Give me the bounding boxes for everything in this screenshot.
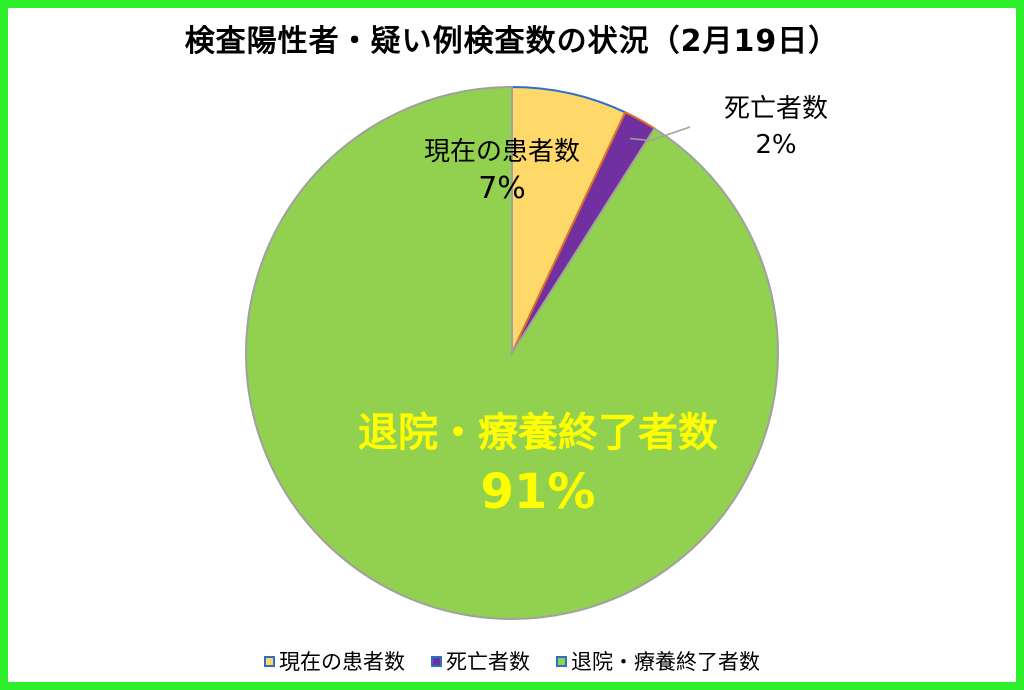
legend-label-deaths: 死亡者数 [446, 650, 530, 674]
legend-swatch-deaths [431, 655, 442, 667]
data-label-deaths: 死亡者数 2% [724, 94, 828, 160]
chart-title: 検査陽性者・疑い例検査数の状況（2月19日） [184, 24, 840, 59]
leader-line-deaths [629, 126, 691, 142]
pie-labels: 現在の患者数 7% 死亡者数 2% 退院・療養終了者数 91% [358, 94, 828, 520]
legend-swatch-current-patients [264, 655, 275, 667]
legend-label-recovered: 退院・療養終了者数 [571, 650, 760, 674]
legend-swatch-recovered [556, 655, 567, 667]
legend: 現在の患者数 死亡者数 退院・療養終了者数 [0, 646, 1024, 676]
data-label-recovered: 退院・療養終了者数 91% [358, 410, 718, 520]
legend-label-current-patients: 現在の患者数 [279, 650, 405, 674]
data-label-current-patients: 現在の患者数 7% [424, 137, 580, 206]
legend-item-current-patients: 現在の患者数 [264, 646, 405, 676]
pie-slices [245, 85, 779, 620]
legend-item-deaths: 死亡者数 [431, 646, 530, 676]
pie-slice-current-patients [511, 85, 627, 354]
pie-slice-recovered [245, 85, 779, 620]
legend-item-recovered: 退院・療養終了者数 [556, 646, 760, 676]
